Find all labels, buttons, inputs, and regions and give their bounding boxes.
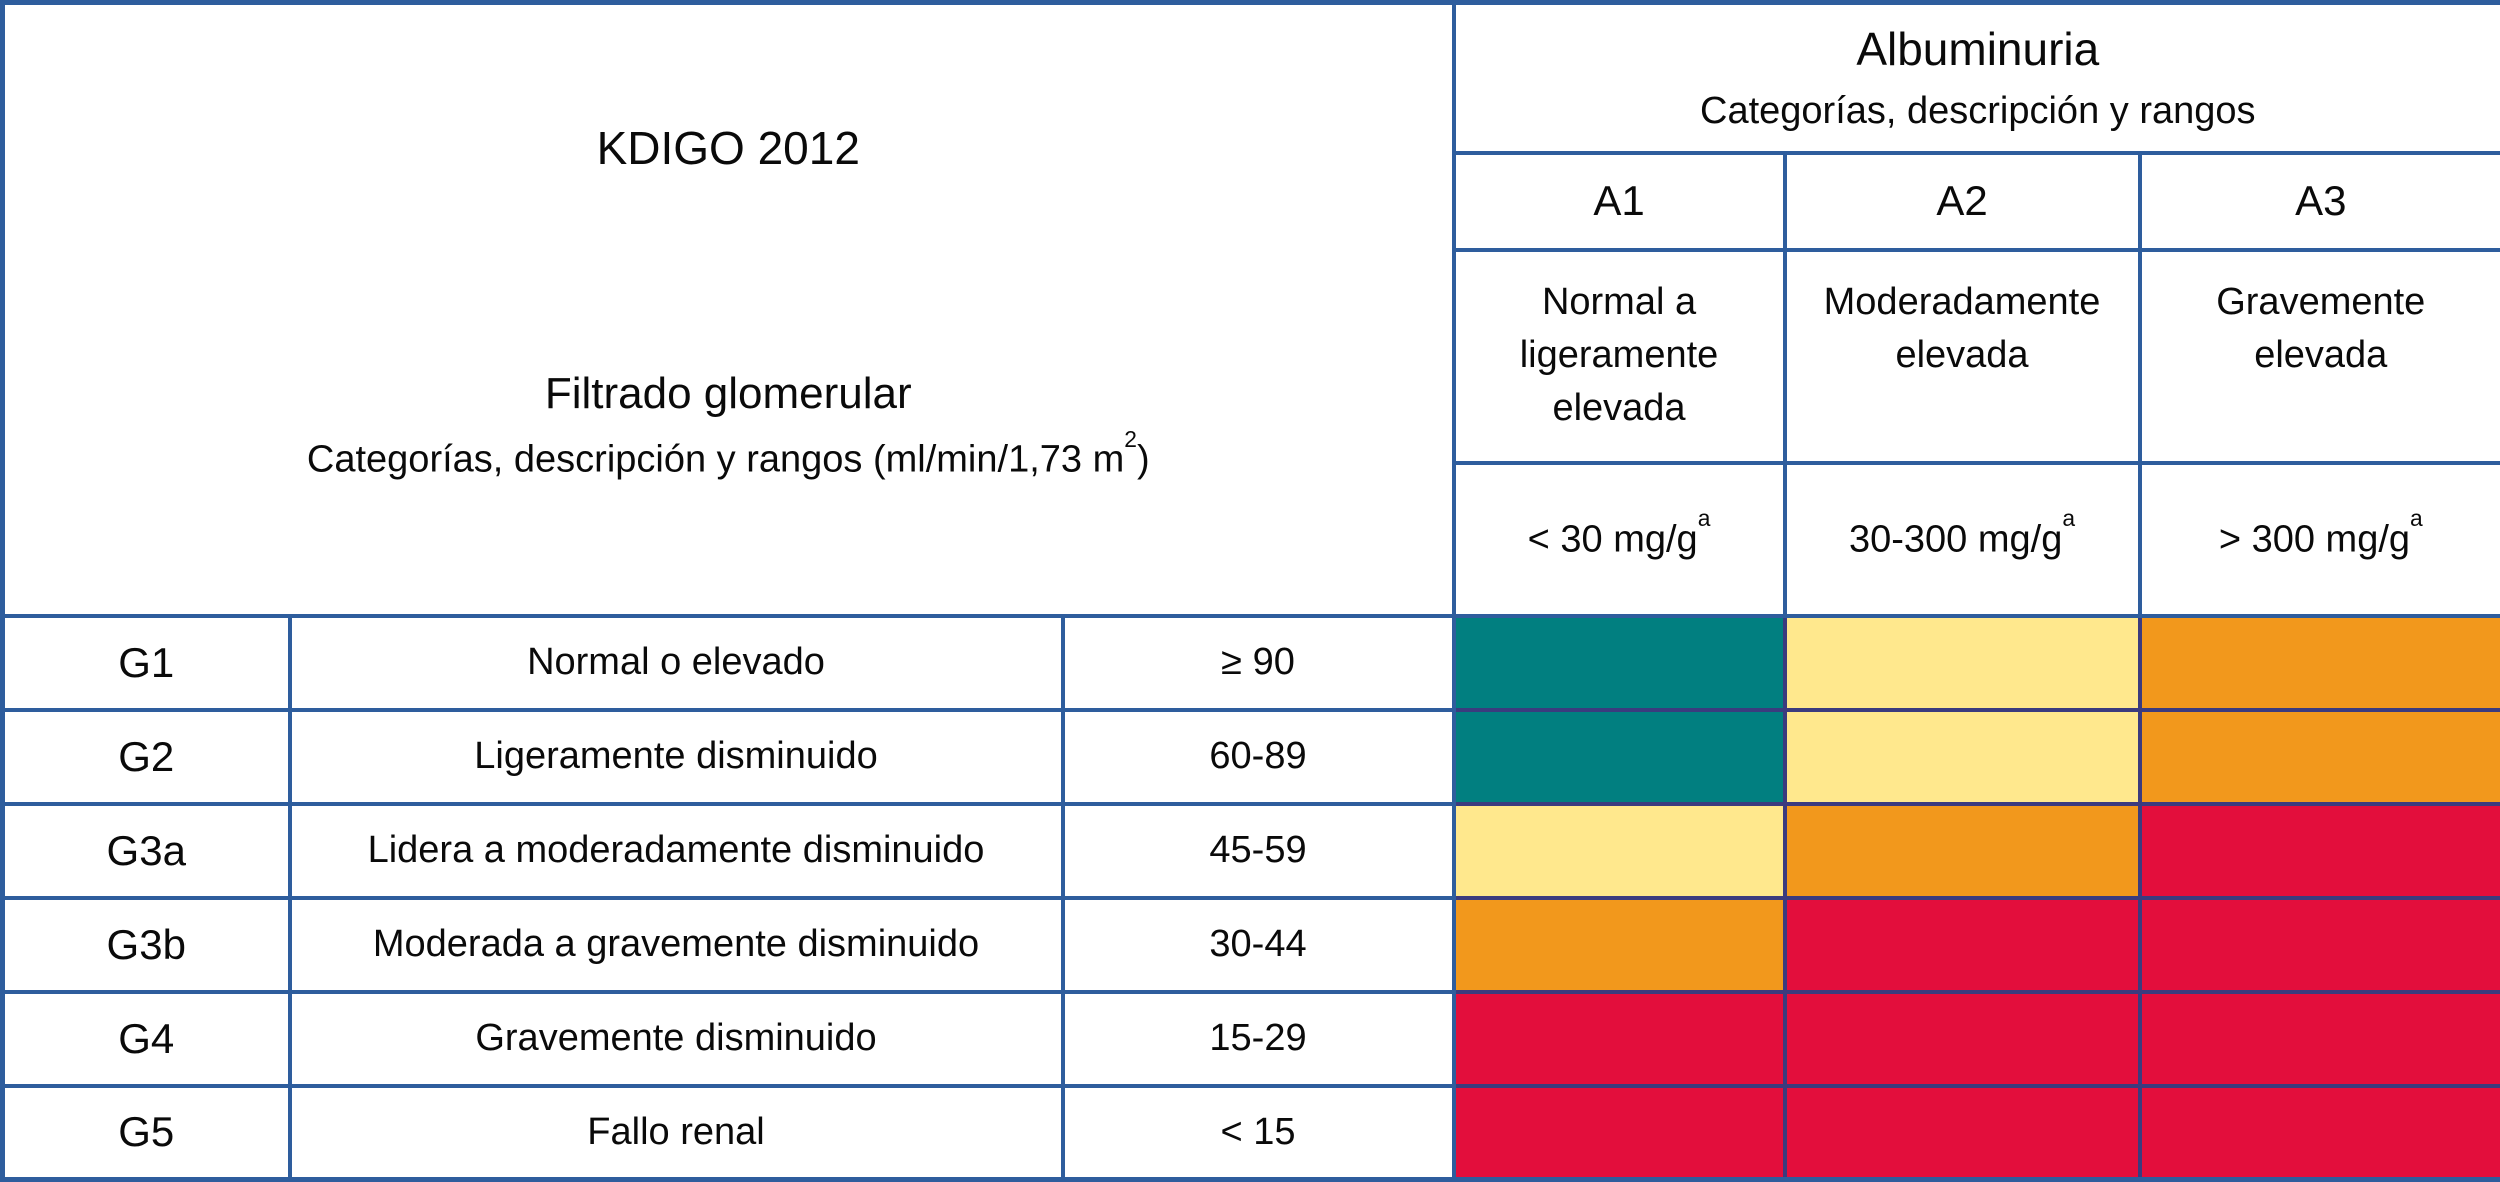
risk-cell-g3b-a3	[2137, 895, 2500, 994]
gfr-axis-title: Filtrado glomerular	[544, 369, 912, 418]
row-description-g3a: Lidera a moderadamente disminuido	[287, 801, 1065, 900]
row-code-g4: G4	[0, 989, 292, 1088]
description-line: Normal a	[1541, 280, 1697, 323]
description-line: elevada	[1895, 333, 2029, 376]
data-row-g3a: G3a Lidera a moderadamente disminuido 45…	[0, 801, 2500, 900]
superscript-a: a	[2062, 505, 2076, 532]
gfr-header-cell: KDIGO 2012 Filtrado glomerular Categoría…	[0, 0, 1456, 618]
row-description-g3b: Moderada a gravemente disminuido	[287, 895, 1065, 994]
gfr-axis-subtitle-text: Categorías, descripción y rangos (ml/min…	[306, 438, 1125, 481]
risk-cell-g5-a3	[2137, 1083, 2500, 1182]
column-description-a2: Moderadamente elevada	[1782, 247, 2142, 465]
column-range-a2: 30-300 mg/ga	[1782, 460, 2142, 618]
row-description-g2: Ligeramente disminuido	[287, 707, 1065, 806]
risk-cell-g3a-a3	[2137, 801, 2500, 900]
range-text: > 300 mg/g	[2218, 518, 2411, 561]
column-code-a1: A1	[1451, 150, 1787, 252]
risk-cell-g3b-a2	[1782, 895, 2142, 994]
albuminuria-header-cell: Albuminuria Categorías, descripción y ra…	[1451, 0, 2500, 155]
header-row-descriptions: Normal a ligeramente elevada Moderadamen…	[3, 247, 2500, 465]
description-line: Moderadamente	[1823, 280, 2101, 323]
header-row-title: KDIGO 2012 Filtrado glomerular Categoría…	[0, 0, 2500, 618]
risk-cell-g3a-a2	[1782, 801, 2142, 900]
row-range-g4: 15-29	[1060, 989, 1456, 1088]
risk-cell-g3a-a1	[1451, 801, 1787, 900]
superscript-a: a	[1697, 505, 1711, 532]
row-range-g3a: 45-59	[1060, 801, 1456, 900]
row-range-g3b: 30-44	[1060, 895, 1456, 994]
table-title: KDIGO 2012	[596, 122, 860, 174]
column-range-a1: < 30 mg/ga	[1451, 460, 1787, 618]
albuminuria-subtitle: Categorías, descripción y rangos	[1700, 90, 2256, 133]
risk-cell-g4-a2	[1782, 989, 2142, 1088]
row-description-g1: Normal o elevado	[287, 613, 1065, 712]
column-code-a2: A2	[1782, 150, 2142, 252]
row-code-g3a: G3a	[0, 801, 292, 900]
column-description-a3: Gravemente elevada	[2137, 247, 2500, 465]
data-row-g3b: G3b Moderada a gravemente disminuido 30-…	[0, 895, 2500, 994]
data-row-g2: G2 Ligeramente disminuido 60-89	[0, 707, 2500, 806]
risk-cell-g5-a1	[1451, 1083, 1787, 1182]
range-text: 30-300 mg/g	[1848, 518, 2063, 561]
row-code-g3b: G3b	[0, 895, 292, 994]
risk-cell-g2-a3	[2137, 707, 2500, 806]
risk-cell-g3b-a1	[1451, 895, 1787, 994]
row-range-g5: < 15	[1060, 1083, 1456, 1182]
description-line: elevada	[2254, 333, 2388, 376]
row-range-g1: ≥ 90	[1060, 613, 1456, 712]
data-row-g4: G4 Gravemente disminuido 15-29	[0, 989, 2500, 1088]
superscript-2: 2	[1124, 425, 1137, 452]
row-description-g5: Fallo renal	[287, 1083, 1065, 1182]
data-row-g5: G5 Fallo renal < 15	[0, 1083, 2500, 1182]
description-line: ligeramente	[1519, 333, 1719, 376]
column-description-a1: Normal a ligeramente elevada	[1451, 247, 1787, 465]
row-code-g1: G1	[0, 613, 292, 712]
risk-cell-g2-a2	[1782, 707, 2142, 806]
data-row-g1: G1 Normal o elevado ≥ 90	[0, 613, 2500, 712]
description-line: elevada	[1552, 386, 1686, 429]
risk-cell-g1-a3	[2137, 613, 2500, 712]
description-line: Gravemente	[2216, 280, 2426, 323]
row-range-g2: 60-89	[1060, 707, 1456, 806]
header-row-ranges: < 30 mg/ga 30-300 mg/ga > 300 mg/ga	[3, 460, 2500, 618]
albuminuria-title: Albuminuria	[1856, 23, 2100, 76]
row-description-g4: Gravemente disminuido	[287, 989, 1065, 1088]
row-code-g5: G5	[0, 1083, 292, 1182]
superscript-a: a	[2410, 505, 2423, 532]
gfr-axis-subtitle-close: )	[1136, 438, 1150, 481]
risk-cell-g1-a1	[1451, 613, 1787, 712]
row-code-g2: G2	[0, 707, 292, 806]
risk-cell-g1-a2	[1782, 613, 2142, 712]
header-row-codes: A1 A2 A3	[3, 150, 2500, 252]
risk-cell-g2-a1	[1451, 707, 1787, 806]
column-range-a3: > 300 mg/ga	[2137, 460, 2500, 618]
column-code-a3: A3	[2137, 150, 2500, 252]
risk-cell-g5-a2	[1782, 1083, 2142, 1182]
gfr-axis-subtitle: Categorías, descripción y rangos (ml/min…	[7, 426, 1450, 482]
risk-cell-g4-a1	[1451, 989, 1787, 1088]
range-text: < 30 mg/g	[1527, 518, 1698, 561]
risk-cell-g4-a3	[2137, 989, 2500, 1088]
